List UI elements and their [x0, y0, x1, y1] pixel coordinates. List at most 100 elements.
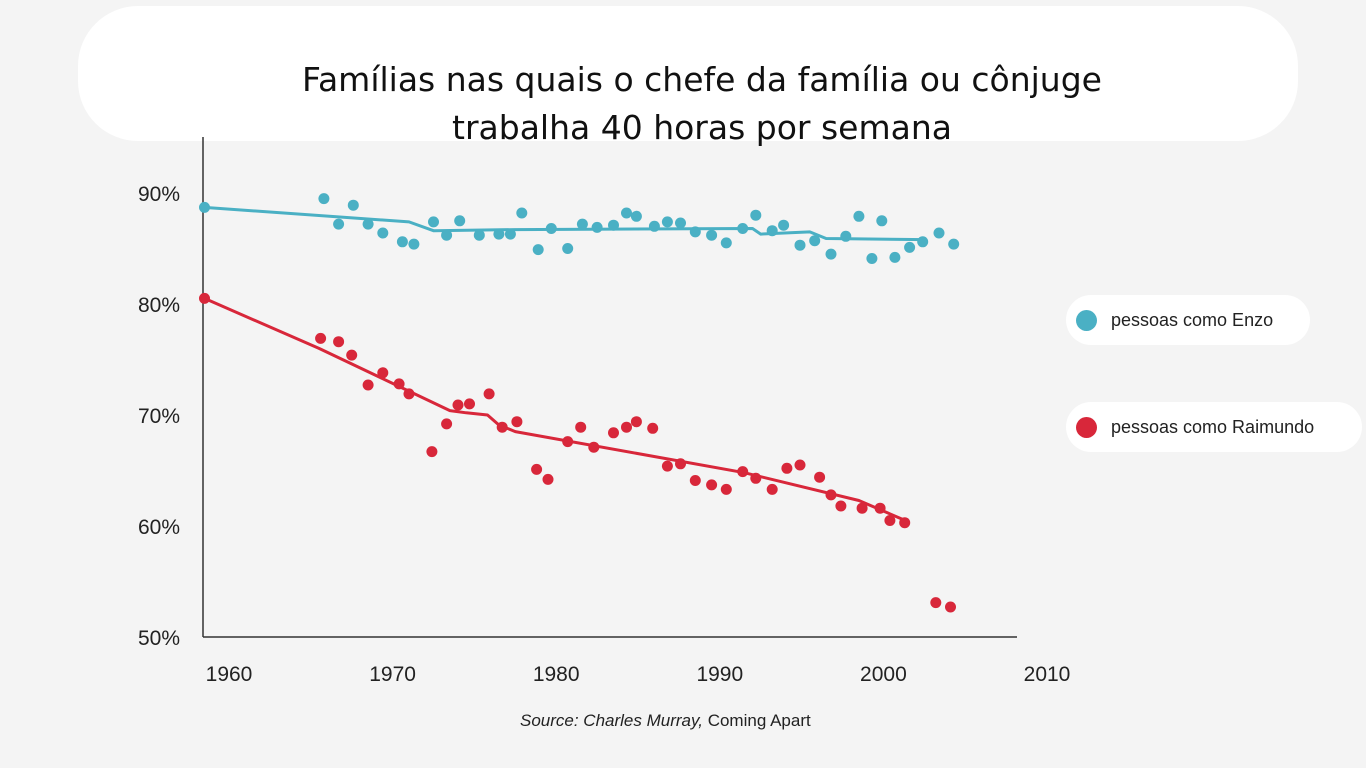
data-point-raimundo	[608, 427, 619, 439]
trend-lines	[203, 205, 925, 523]
x-tick-label: 2000	[860, 663, 907, 686]
x-tick-label: 2010	[1024, 663, 1071, 686]
data-point-enzo	[750, 209, 762, 221]
data-point-enzo	[904, 241, 916, 253]
x-tick-label: 1970	[369, 663, 416, 686]
data-point-raimundo	[750, 472, 762, 484]
data-point-raimundo	[377, 367, 389, 379]
data-point-raimundo	[930, 597, 942, 609]
data-point-enzo	[441, 229, 453, 241]
data-point-enzo	[199, 201, 210, 213]
data-point-raimundo	[199, 292, 210, 304]
data-point-raimundo	[825, 489, 837, 501]
data-point-raimundo	[766, 483, 778, 495]
data-point-raimundo	[452, 399, 464, 411]
data-point-raimundo	[575, 421, 587, 433]
data-point-enzo	[706, 229, 718, 241]
chart-axes	[202, 137, 1017, 638]
data-point-raimundo	[630, 416, 642, 428]
data-point-raimundo	[464, 398, 475, 410]
data-point-raimundo	[835, 500, 847, 512]
title-background	[78, 6, 1298, 141]
data-point-raimundo	[794, 459, 806, 471]
data-point-enzo	[473, 229, 485, 241]
data-point-raimundo	[542, 473, 554, 485]
data-point-enzo	[576, 218, 588, 230]
data-point-raimundo	[706, 479, 718, 491]
data-point-raimundo	[483, 388, 495, 400]
data-point-enzo	[825, 248, 837, 260]
legend-marker-raimundo	[1076, 416, 1097, 438]
source-note: Source: Charles Murray, Coming Apart	[520, 711, 811, 731]
x-tick-label: 1990	[696, 663, 743, 686]
data-point-enzo	[562, 243, 574, 254]
data-point-enzo	[347, 199, 359, 211]
data-point-enzo	[933, 227, 945, 239]
data-point-enzo	[516, 207, 528, 219]
legend-item-raimundo: pessoas como Raimundo	[1066, 402, 1362, 452]
data-point-raimundo	[315, 332, 327, 344]
data-point-raimundo	[441, 418, 453, 430]
data-point-enzo	[532, 244, 544, 256]
data-point-enzo	[737, 223, 749, 234]
data-point-enzo	[454, 215, 466, 227]
data-point-enzo	[778, 219, 790, 231]
data-point-enzo	[766, 225, 778, 237]
data-point-raimundo	[737, 466, 749, 478]
data-point-enzo	[675, 217, 686, 229]
data-point-enzo	[866, 253, 878, 264]
data-point-raimundo	[675, 458, 686, 470]
trend-line-raimundo	[203, 297, 909, 523]
data-point-raimundo	[689, 475, 701, 486]
data-point-enzo	[428, 216, 439, 228]
chart-title-line-2: trabalha 40 horas por semana	[452, 108, 952, 148]
y-tick-label: 90%	[138, 183, 180, 206]
chart-title: Famílias nas quais o chefe da família ou…	[0, 56, 1366, 152]
data-point-enzo	[720, 237, 732, 249]
x-tick-label: 1980	[533, 663, 580, 686]
data-point-enzo	[889, 251, 901, 263]
data-point-raimundo	[393, 378, 405, 390]
data-point-raimundo	[403, 388, 415, 400]
data-point-enzo	[608, 219, 619, 231]
data-point-enzo	[689, 226, 701, 238]
y-tick-label: 70%	[138, 405, 180, 428]
data-point-raimundo	[588, 441, 600, 453]
data-point-enzo	[493, 228, 505, 240]
data-point-enzo	[876, 215, 888, 227]
data-point-raimundo	[496, 421, 508, 433]
data-point-raimundo	[647, 422, 659, 434]
data-point-enzo	[809, 235, 821, 247]
legend-item-enzo: pessoas como Enzo	[1066, 295, 1310, 345]
data-point-raimundo	[333, 336, 345, 348]
data-point-raimundo	[531, 463, 543, 475]
data-point-enzo	[948, 238, 960, 250]
data-point-raimundo	[426, 446, 438, 458]
legend-label-enzo: pessoas como Enzo	[1111, 309, 1274, 330]
data-point-enzo	[840, 230, 852, 242]
x-tick-label: 1960	[206, 663, 253, 686]
legend-marker-enzo	[1076, 309, 1097, 331]
data-point-raimundo	[945, 601, 956, 613]
data-point-raimundo	[899, 517, 911, 529]
data-point-enzo	[630, 210, 642, 222]
legend-label-raimundo: pessoas como Raimundo	[1111, 416, 1315, 437]
y-tick-label: 50%	[138, 627, 180, 650]
data-point-enzo	[362, 218, 374, 230]
trend-line-enzo	[204, 205, 925, 242]
data-point-raimundo	[511, 416, 523, 428]
data-point-enzo	[621, 207, 632, 219]
data-point-enzo	[794, 239, 806, 251]
data-point-enzo	[318, 193, 330, 205]
data-point-enzo	[377, 227, 389, 239]
data-point-raimundo	[362, 379, 374, 391]
data-point-raimundo	[720, 483, 732, 495]
data-point-enzo	[504, 228, 516, 240]
data-point-raimundo	[884, 515, 896, 526]
data-point-enzo	[545, 223, 557, 234]
data-point-enzo	[591, 221, 603, 233]
data-point-enzo	[333, 218, 345, 230]
data-point-enzo	[853, 210, 865, 222]
data-point-raimundo	[661, 460, 673, 472]
